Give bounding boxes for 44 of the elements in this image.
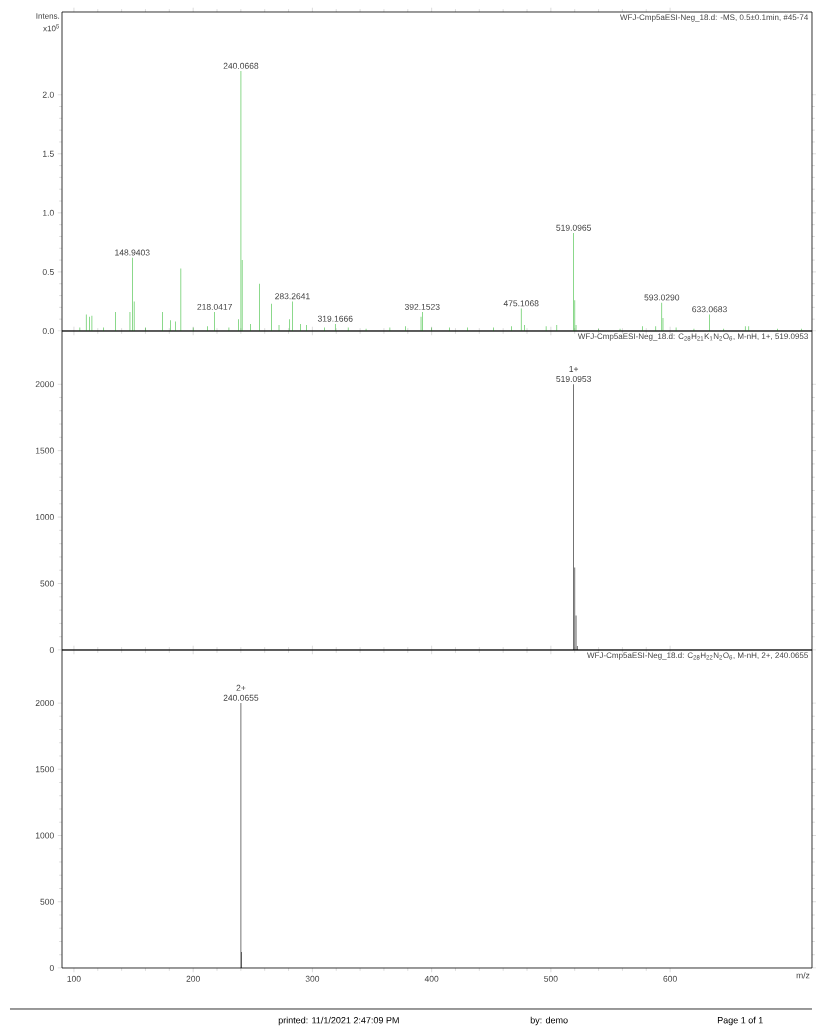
y-tick-label: 2000	[35, 699, 54, 706]
y-tick-label: 1500	[35, 766, 54, 773]
y-axis-title: Intens.	[36, 13, 59, 19]
chart-title: WFJ-Cmp5aESI-Neg_18.d: -MS, 0.5±0.1min, #45-74	[619, 14, 808, 22]
y-tick-label: 500	[40, 580, 54, 587]
annotation: 283.2641	[274, 293, 310, 300]
y-tick-label: 0	[49, 646, 54, 653]
annotation: 593.0290	[644, 294, 680, 301]
annotation: 2+	[236, 684, 246, 691]
chart-title: WFJ-Cmp5aESI-Neg_18.d: C$_{28}$H$_{22}$N$_{2}$O$_{6}$, M-nH, 2+, 240.0655	[586, 652, 808, 660]
y-tick-label: 1500	[35, 447, 54, 454]
annotation: 392.1523	[404, 303, 440, 310]
y-tick-label: 0	[49, 964, 54, 971]
y-tick-label: 2.0	[42, 91, 54, 98]
annotation: 519.0953	[556, 375, 591, 382]
y-tick-label: 500	[40, 898, 54, 905]
text: printed: 11/1/2021 2:47:09 PM	[278, 1016, 399, 1026]
text: x10$^{5}$	[42, 24, 59, 32]
y-tick-label: 0.0	[42, 327, 54, 334]
y-tick-label: 0.5	[42, 268, 54, 275]
y-tick-label: 1000	[35, 514, 54, 521]
x-tick-label: 300	[305, 975, 319, 982]
annotation: 240.0655	[223, 694, 259, 701]
text: by: demo	[530, 1016, 568, 1026]
annotation: 148.9403	[115, 249, 150, 256]
y-tick-label: 1.0	[42, 209, 54, 216]
y-tick-label: 2000	[35, 381, 54, 388]
x-tick-label: 600	[663, 975, 677, 982]
x-axis-title: m/z	[796, 972, 810, 979]
y-tick-label: 1000	[35, 832, 54, 839]
chart-title: WFJ-Cmp5aESI-Neg_18.d: C$_{28}$H$_{21}$K$_{1}$N$_{2}$O$_{6}$, M-nH, 1+, 519.0953	[577, 333, 808, 341]
annotation: 1+	[569, 366, 578, 372]
annotation: 319.1666	[317, 315, 353, 322]
annotation: 218.0417	[197, 303, 232, 310]
x-tick-label: 100	[67, 975, 81, 982]
annotation: 240.0668	[223, 62, 259, 69]
annotation: 633.0683	[692, 306, 727, 313]
x-tick-label: 400	[424, 975, 439, 982]
annotation: 475.1068	[503, 300, 539, 307]
x-tick-label: 200	[186, 975, 200, 982]
annotation: 519.0965	[556, 224, 591, 231]
y-tick-label: 1.5	[42, 150, 54, 157]
text: Page 1 of 1	[717, 1016, 763, 1026]
x-tick-label: 500	[543, 975, 558, 982]
